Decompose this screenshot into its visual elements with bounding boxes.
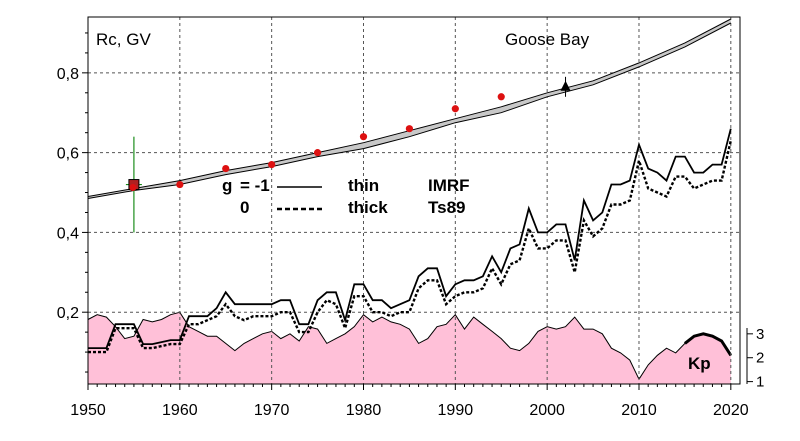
kp-tick-label: 2 — [756, 350, 764, 367]
legend: g = -1 thin IMRF 0 thick Ts89 — [222, 176, 470, 217]
legend-row2-width: thick — [348, 198, 388, 217]
legend-g-label: g — [222, 176, 232, 195]
data-points — [125, 76, 571, 233]
red-dot — [405, 125, 414, 133]
legend-row2-model: Ts89 — [428, 198, 466, 217]
red-dot — [222, 164, 230, 173]
grid-lines — [88, 17, 740, 384]
x-tick-label: 2000 — [529, 402, 565, 419]
plot-frame — [87, 16, 741, 385]
y-axis-label: Rc, GV — [96, 30, 151, 49]
legend-row1-width: thin — [348, 176, 379, 195]
x-tick-label: 1950 — [70, 402, 106, 419]
legend-row2-g: 0 — [240, 198, 249, 217]
y-tick-label: 0,6 — [57, 146, 79, 163]
x-tick-label: 1970 — [254, 402, 290, 419]
band-lower-line — [87, 22, 732, 199]
red-dot — [129, 184, 137, 192]
triangle-marker — [560, 80, 571, 91]
kp-outline — [87, 311, 732, 381]
y-tick-label: 0,8 — [57, 66, 79, 83]
red-dot — [176, 180, 184, 189]
kp-tick-label: 1 — [756, 374, 764, 391]
y-tick-label: 0,4 — [57, 225, 79, 242]
red-dot — [497, 93, 505, 101]
red-dot — [268, 160, 276, 169]
red-dot — [359, 133, 368, 141]
x-tick-label: 1990 — [438, 402, 474, 419]
kp-area — [88, 312, 731, 384]
kp-tick-label: 3 — [756, 326, 764, 343]
y-tick-label: 0,2 — [57, 305, 79, 322]
axes: 1950 1960 1970 1980 1990 2000 2010 2020 0,2 0,4 0,… — [57, 32, 764, 419]
x-tick-label: 2020 — [713, 402, 749, 419]
kp-panel — [87, 311, 733, 384]
kp-recent-bold-line — [683, 332, 733, 357]
x-tick-label: 2010 — [621, 402, 657, 419]
series-solid-thin — [88, 128, 732, 350]
red-dot — [451, 105, 459, 113]
kp-label: Kp — [688, 354, 711, 373]
red-dot — [313, 149, 322, 157]
x-tick-label: 1980 — [346, 402, 382, 419]
legend-row1-model: IMRF — [428, 176, 470, 195]
series-dotted-thick — [88, 140, 732, 354]
x-tick-label: 1960 — [162, 402, 198, 419]
chart-title: Goose Bay — [505, 30, 590, 49]
rc-series — [88, 128, 732, 354]
legend-row1-g: = -1 — [240, 176, 270, 195]
